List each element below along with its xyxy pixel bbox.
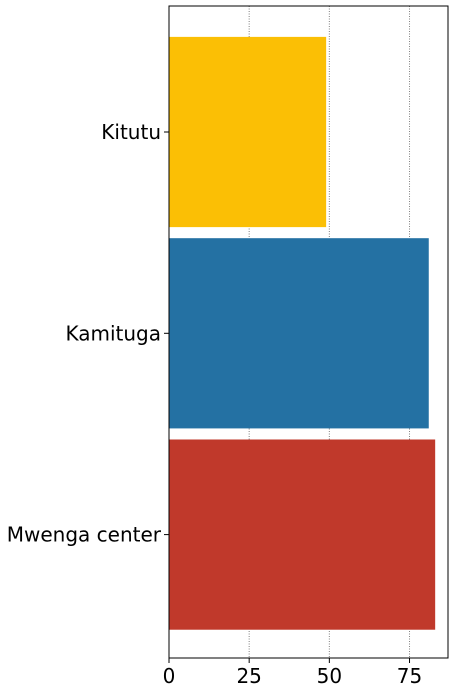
- y-tick-label: Kitutu: [101, 120, 161, 144]
- y-tick-label: Kamituga: [65, 321, 161, 345]
- bars-group: [169, 36, 436, 630]
- x-tick-label: 75: [397, 664, 422, 688]
- plot-frame: [168, 5, 449, 659]
- y-tick-label: Mwenga center: [7, 523, 162, 547]
- x-tick-label: 50: [317, 664, 342, 688]
- bar-kitutu: [169, 36, 327, 228]
- x-tick-label: 25: [236, 664, 261, 688]
- bar-kamituga: [169, 238, 429, 429]
- x-axis: 0 25 50 75: [163, 658, 422, 688]
- bar-mwenga-center: [169, 439, 436, 630]
- x-tick-label: 0: [163, 664, 176, 688]
- y-axis: Kitutu Kamituga Mwenga center: [7, 120, 169, 547]
